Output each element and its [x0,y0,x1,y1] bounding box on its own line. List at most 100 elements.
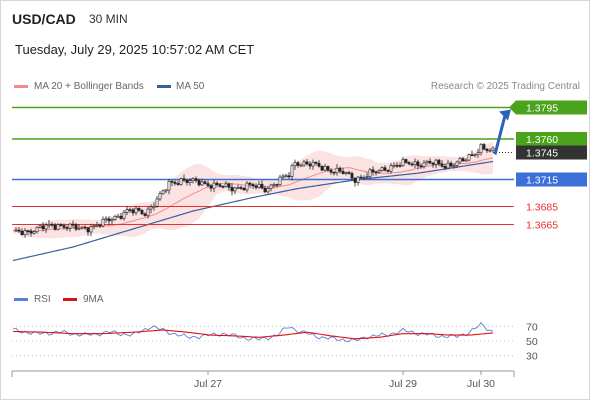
candle-body [299,164,303,167]
candle-body [482,144,486,150]
candle-body [476,152,480,155]
candle-body [386,170,390,172]
candle-body [107,218,111,222]
candle-body [47,223,51,226]
candle-body [62,225,66,228]
pivot-badge [516,172,587,187]
candle-body [278,176,282,185]
candle-body [485,148,489,151]
candle-body [110,219,114,222]
candle-body [68,223,72,229]
bollinger-band [13,141,493,239]
candle-body [29,230,33,234]
candle-body [26,230,30,232]
candle-body [335,167,339,173]
candle-body [281,175,285,178]
candle-body [140,210,144,215]
candle-body [101,218,105,227]
candle-body [383,167,387,171]
candle-body [83,226,87,229]
candle-body [353,177,357,183]
candle-body [326,166,330,171]
candle-body [317,162,321,167]
candle-body [59,224,63,226]
credit-text: Research © 2025 Trading Central [430,81,580,92]
candle-body [344,172,348,174]
candle-body [50,223,54,226]
candle-body [356,176,360,183]
candle-body [17,229,21,232]
candle-body [488,149,492,152]
candle-body [122,212,126,219]
candle-body [149,206,153,210]
candle-body [185,179,189,183]
rsi-tick-label: 50 [526,336,538,348]
rsi-tick-label: 70 [526,321,538,333]
candle-body [242,187,246,191]
candle-body [452,165,456,167]
symbol-title: USD/CAD [12,11,76,27]
candle-body [161,190,165,194]
timeframe-label: 30 MIN [89,12,128,26]
candle-body [467,154,471,161]
candle-body [77,227,81,230]
candle-body [269,184,273,189]
candle-body [404,159,408,163]
candle-body [446,162,450,169]
target-label: 1.3795 [526,103,558,115]
candle-body [437,159,441,165]
projection-arrowhead [499,109,511,121]
candle-body [71,223,75,226]
candle-body [305,161,309,165]
candle-body [53,224,57,230]
candle-body [119,215,123,219]
support-label: 1.3665 [526,220,558,232]
candle-body [86,227,90,233]
resistance-badge [516,132,587,146]
candle-body [341,170,345,174]
candle-body [311,162,315,167]
candle-body [41,225,45,230]
ma50-legend-label: MA 50 [176,81,205,92]
candle-body [167,180,171,191]
candle-body [44,224,48,230]
candle-body [290,165,294,177]
candle-body [359,176,363,179]
ma50-line [12,160,494,262]
candle-body [263,187,267,193]
candle-body [275,184,279,186]
candle-body [164,189,168,192]
candle-body [89,226,93,233]
candle-body [128,209,132,211]
candle-body [332,171,336,174]
candle-body [368,169,372,177]
candle-body [194,178,198,181]
rsi-tick-label: 30 [526,351,538,363]
candle-body [113,216,117,220]
candle-body [425,160,429,164]
candle-body [389,165,393,172]
candle-body [95,224,99,227]
candle-body [233,187,237,192]
candle-body [20,230,24,235]
x-tick-label: Jul 27 [194,378,222,390]
x-tick-label: Jul 29 [389,378,417,390]
candle-body [440,163,444,167]
candle-body [413,161,417,166]
datetime-label: Tuesday, July 29, 2025 10:57:02 AM CET [15,42,255,57]
projection-arrow-shaft [493,115,507,155]
candle-body [419,165,423,168]
candle-body [179,178,183,185]
candle-body [272,184,276,186]
candle-body [191,178,195,182]
candle-body [479,144,483,154]
candle-body [203,181,207,184]
ma9-legend-label: 9MA [83,294,104,305]
candle-body [143,213,147,216]
candle-body [464,159,468,162]
candle-body [458,158,462,163]
candle-body [251,184,255,187]
x-tick-label: Jul 30 [467,378,495,390]
support-label: 1.3685 [526,202,558,214]
candle-body [35,227,39,233]
